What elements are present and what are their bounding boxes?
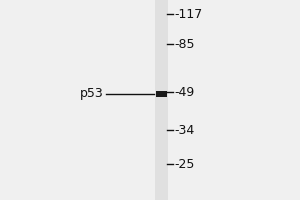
Bar <box>154 0 168 200</box>
Text: -85: -85 <box>174 38 194 50</box>
Bar <box>155 91 167 97</box>
Text: -49: -49 <box>174 86 194 98</box>
Text: -117: -117 <box>174 7 202 21</box>
Text: -25: -25 <box>174 158 194 170</box>
Text: -34: -34 <box>174 123 194 136</box>
Text: p53: p53 <box>80 88 104 100</box>
